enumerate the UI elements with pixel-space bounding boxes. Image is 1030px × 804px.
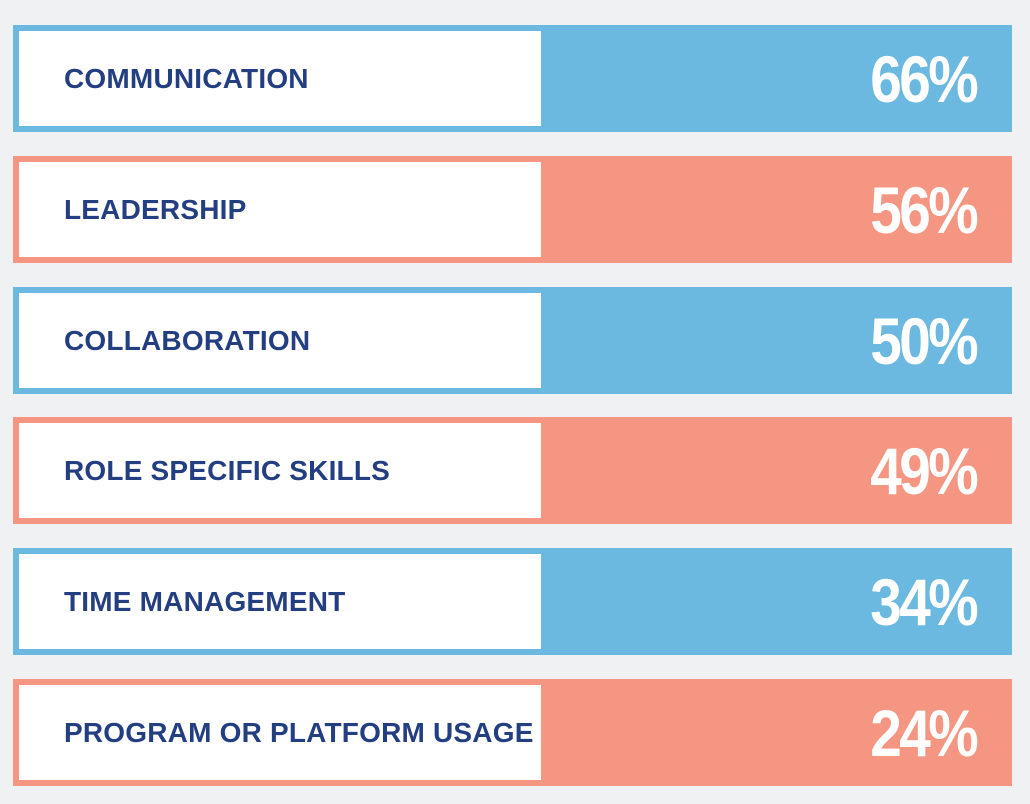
category-label-box: COLLABORATION	[13, 287, 547, 394]
bar-value-block: 34%	[541, 548, 1012, 655]
data-label: 34%	[870, 564, 978, 639]
category-label: LEADERSHIP	[64, 193, 247, 225]
category-label-box: ROLE SPECIFIC SKILLS	[13, 417, 547, 524]
bar-row: LEADERSHIP 56%	[13, 156, 1012, 263]
category-label-box: PROGRAM OR PLATFORM USAGE	[13, 679, 547, 786]
bar-value-block: 49%	[541, 417, 1012, 524]
bar-value-block: 66%	[541, 25, 1012, 132]
category-label: ROLE SPECIFIC SKILLS	[64, 454, 391, 486]
category-label: COMMUNICATION	[64, 62, 309, 94]
bar-value-block: 50%	[541, 287, 1012, 394]
category-label-box: TIME MANAGEMENT	[13, 548, 547, 655]
data-label: 49%	[870, 433, 978, 508]
category-label: COLLABORATION	[64, 324, 311, 356]
category-label-box: LEADERSHIP	[13, 156, 547, 263]
data-label: 24%	[870, 695, 978, 770]
bar-row: ROLE SPECIFIC SKILLS 49%	[13, 417, 1012, 524]
data-label: 66%	[870, 41, 978, 116]
bar-value-block: 56%	[541, 156, 1012, 263]
bar-row: COLLABORATION 50%	[13, 287, 1012, 394]
bar-row: COMMUNICATION 66%	[13, 25, 1012, 132]
bar-row: PROGRAM OR PLATFORM USAGE 24%	[13, 679, 1012, 786]
bar-row: TIME MANAGEMENT 34%	[13, 548, 1012, 655]
category-label-box: COMMUNICATION	[13, 25, 547, 132]
category-label: TIME MANAGEMENT	[64, 585, 346, 617]
data-label: 50%	[870, 303, 978, 378]
bar-value-block: 24%	[541, 679, 1012, 786]
category-label: PROGRAM OR PLATFORM USAGE	[64, 716, 534, 748]
data-label: 56%	[870, 172, 978, 247]
